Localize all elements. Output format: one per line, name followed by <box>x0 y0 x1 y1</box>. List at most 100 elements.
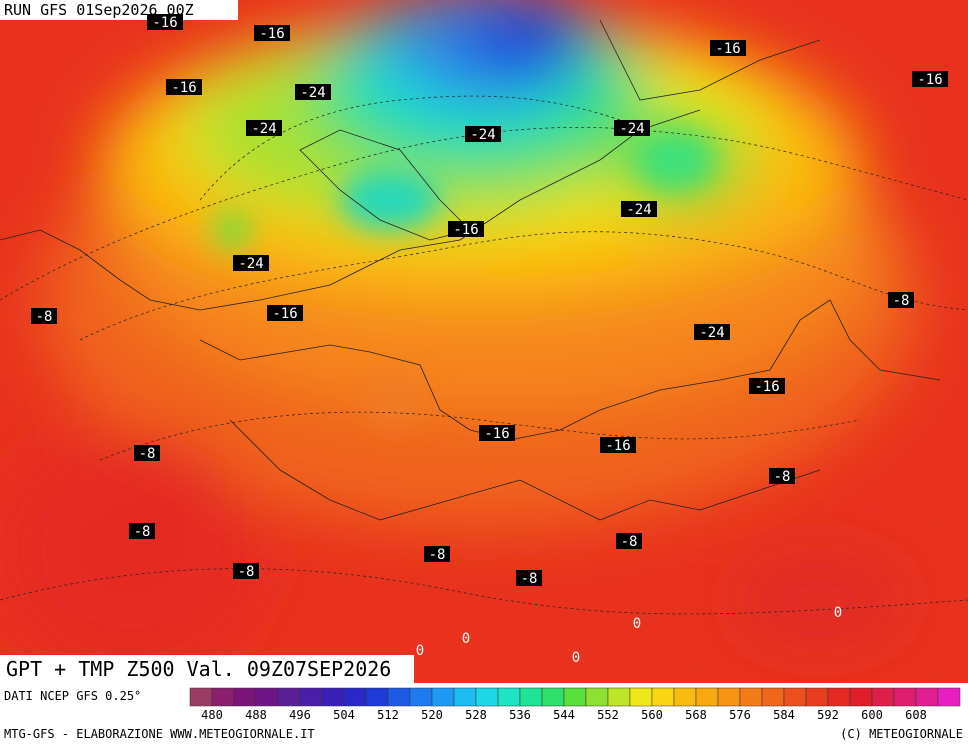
colorbar-tick-label: 504 <box>333 708 355 722</box>
contour-labels: -16 -16 -16 -16 -16 -24 -24 -24 -24 -24 -16 -24 -8 -1… <box>31 14 948 666</box>
contour-label-box <box>295 84 331 100</box>
contour-label-box <box>621 201 657 217</box>
contour-label-box <box>254 25 290 41</box>
colorbar-tick-label: 568 <box>685 708 707 722</box>
colorbar-tick-label: 560 <box>641 708 663 722</box>
run-label: RUN GFS 01Sep2026 00Z <box>4 1 194 19</box>
colorbar-swatch <box>453 687 477 707</box>
contour-label: -24 <box>470 127 495 143</box>
contours <box>0 95 968 615</box>
colorbar-tick-label: 528 <box>465 708 487 722</box>
colorbar-swatch <box>211 687 235 707</box>
colorbar-swatch <box>739 687 763 707</box>
colorbar-swatch <box>541 687 565 707</box>
contour-label-box <box>465 126 501 142</box>
contour-label-box <box>233 563 259 579</box>
contour-label-box <box>246 120 282 136</box>
colorbar-tick-label: 480 <box>201 708 223 722</box>
colorbar-swatch <box>255 687 279 707</box>
colorbar-swatch <box>761 687 785 707</box>
colorbar-tick-label: 512 <box>377 708 399 722</box>
colorbar-tick-label: 592 <box>817 708 839 722</box>
colorbar-swatch <box>937 687 961 707</box>
contour-label: 0 <box>633 616 641 632</box>
contour-label-box <box>600 437 636 453</box>
colorbar-swatch <box>695 687 719 707</box>
contour-label-box <box>694 324 730 340</box>
contour-label-box <box>516 570 542 586</box>
contour-label: -8 <box>774 469 791 485</box>
colorbar-swatch <box>189 687 213 707</box>
colorbar-swatch <box>299 687 323 707</box>
contour-label: -8 <box>238 564 255 580</box>
contour-label: -16 <box>453 222 478 238</box>
contour-label: -24 <box>619 121 644 137</box>
colorbar-swatch <box>387 687 411 707</box>
contour-label: -24 <box>626 202 651 218</box>
contour-label-box <box>769 468 795 484</box>
contour-label-box <box>616 533 642 549</box>
copyright-label: (C) METEOGIORNALE <box>840 727 963 741</box>
contour-label: -16 <box>171 80 196 96</box>
colorbar-tick-label: 600 <box>861 708 883 722</box>
colorbar-swatch <box>409 687 433 707</box>
colorbar-swatch <box>365 687 389 707</box>
colorbar-tick-label: 576 <box>729 708 751 722</box>
contour-label-box <box>749 378 785 394</box>
contour-label: -8 <box>429 547 446 563</box>
colorbar-tick-label: 552 <box>597 708 619 722</box>
contour-label: 0 <box>462 631 470 647</box>
map-field <box>0 0 968 683</box>
colorbar-swatch <box>563 687 587 707</box>
contour-label: -16 <box>484 426 509 442</box>
contour-label: -16 <box>259 26 284 42</box>
contour-label-box <box>134 445 160 461</box>
contour-label-box <box>31 308 57 324</box>
contour-label: -8 <box>521 571 538 587</box>
contour-label: -8 <box>893 293 910 309</box>
contour-label-box <box>888 292 914 308</box>
contour-label: -8 <box>621 534 638 550</box>
colorbar-swatch <box>827 687 851 707</box>
contour-label: -8 <box>134 524 151 540</box>
contour-label: -8 <box>36 309 53 325</box>
colorbar-tick-label: 608 <box>905 708 927 722</box>
colorbar-swatch <box>717 687 741 707</box>
contour-label-box <box>448 221 484 237</box>
colorbar-tick-label: 520 <box>421 708 443 722</box>
colorbar-swatch <box>805 687 829 707</box>
contour-label-box <box>614 120 650 136</box>
contour-label-box <box>424 546 450 562</box>
colorbar-swatch <box>915 687 939 707</box>
colorbar-swatch <box>607 687 631 707</box>
contour-label-box <box>129 523 155 539</box>
contour-label-box <box>147 14 183 30</box>
contour-label: 0 <box>572 650 580 666</box>
colorbar-swatch <box>629 687 653 707</box>
contour-label: 0 <box>834 605 842 621</box>
contour-label: -16 <box>272 306 297 322</box>
contour-label: -8 <box>139 446 156 462</box>
contour-label: -16 <box>754 379 779 395</box>
colorbar-swatch <box>893 687 917 707</box>
map-title: GPT + TMP Z500 Val. 09Z07SEP2026 <box>6 657 391 681</box>
contour-label-box <box>267 305 303 321</box>
contour-label: 0 <box>416 643 424 659</box>
colorbar-swatch <box>475 687 499 707</box>
colorbar-tick-label: 584 <box>773 708 795 722</box>
contour-label-box <box>710 40 746 56</box>
colorbar-swatch <box>233 687 257 707</box>
contour-label-box <box>479 425 515 441</box>
source-label: DATI NCEP GFS 0.25° <box>4 689 141 703</box>
colorbar-swatch <box>431 687 455 707</box>
colorbar-swatch <box>497 687 521 707</box>
contour-label: -24 <box>699 325 724 341</box>
contour-label: -16 <box>152 15 177 31</box>
colorbar-swatch <box>277 687 301 707</box>
colorbar-swatch <box>783 687 807 707</box>
contour-label-box <box>912 71 948 87</box>
contour-label: -24 <box>238 256 263 272</box>
credit-label: MTG-GFS - ELABORAZIONE WWW.METEOGIORNALE… <box>4 727 315 741</box>
contour-label: -16 <box>605 438 630 454</box>
